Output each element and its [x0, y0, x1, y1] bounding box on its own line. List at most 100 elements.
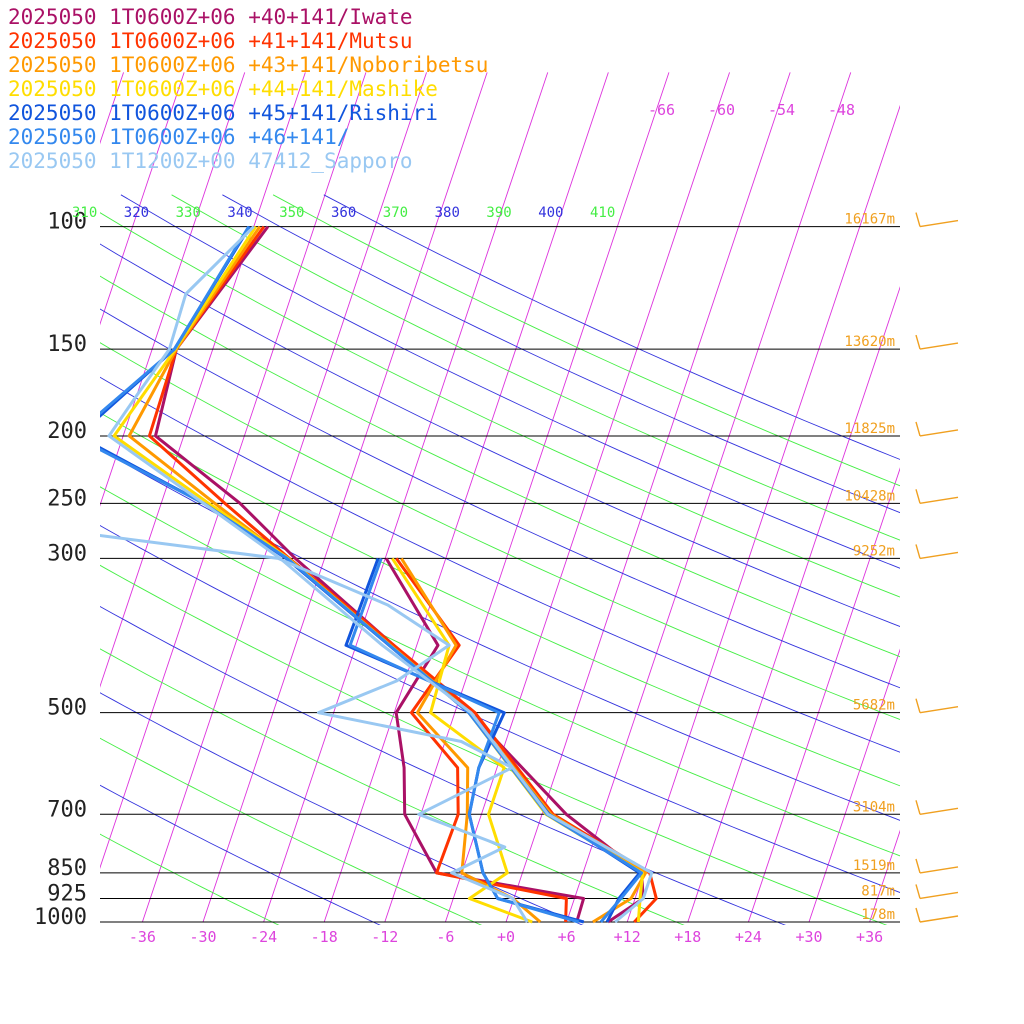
wind-barb	[919, 705, 959, 714]
dewpoint-line	[348, 557, 580, 924]
x-tick-label: +18	[674, 928, 701, 946]
theta-label: 390	[486, 205, 511, 221]
wind-barbs	[915, 212, 959, 923]
wind-barb-flag	[915, 800, 921, 815]
isotherm-line	[141, 72, 427, 923]
sounding-profiles	[100, 225, 658, 924]
x-tick-label: -24	[250, 928, 277, 946]
wind-barb-flag	[915, 212, 921, 227]
theta-label: 360	[331, 205, 356, 221]
x-tick-label: +30	[795, 928, 822, 946]
temperature-line	[112, 225, 645, 923]
pressure-label: 300	[47, 541, 87, 566]
temperature-line	[100, 225, 644, 923]
dry-adiabat	[100, 486, 900, 857]
dewpoint-line	[391, 557, 533, 924]
adiabat-blue	[100, 376, 900, 753]
isotherm-line	[687, 286, 900, 923]
pressure-label: 200	[47, 419, 87, 444]
wind-barb	[919, 807, 959, 815]
isotherm-line	[808, 648, 900, 923]
height-label: 16167m	[844, 212, 895, 228]
wind-barb-flag	[915, 421, 921, 437]
x-tick-label: -36	[129, 928, 156, 946]
isotherm-top-label: -66	[648, 101, 675, 119]
wind-barb	[919, 429, 959, 437]
wind-barb	[919, 891, 959, 900]
pressure-label: 850	[47, 856, 87, 881]
adiabat-blue	[100, 308, 900, 689]
x-tick-label: -6	[436, 928, 454, 946]
adiabat-blue	[100, 605, 787, 925]
dry-adiabat	[272, 194, 900, 487]
isotherm-line	[0, 72, 2, 922]
height-label: 5682m	[853, 698, 895, 714]
dewpoint-line	[384, 557, 586, 923]
pressure-label: 500	[47, 696, 87, 721]
wind-barb	[919, 866, 959, 874]
pressure-label: 250	[47, 486, 87, 511]
height-label: 1519m	[853, 858, 895, 874]
adiabat-blue	[222, 194, 900, 514]
temperature-line	[147, 225, 658, 924]
x-tick-label: +12	[614, 928, 641, 946]
isotherm-top-label: -60	[708, 101, 735, 119]
isotherm-line	[263, 72, 549, 923]
adiabat-blue	[100, 448, 900, 821]
x-tick-label: -30	[189, 928, 216, 946]
height-label: 817m	[861, 883, 895, 899]
dry-adiabat	[100, 275, 900, 658]
wind-barb	[919, 915, 959, 923]
dry-adiabat	[100, 648, 685, 925]
theta-label: 350	[279, 205, 304, 221]
dry-adiabat	[100, 412, 900, 787]
pressure-label: 700	[47, 797, 87, 822]
isotherm-line	[100, 72, 185, 326]
wind-barb-flag	[915, 884, 921, 899]
legend-entry: 2025050 1T0600Z+06 +45+141/Rishiri	[8, 101, 438, 125]
legend-entry: 2025050 1T0600Z+06 +41+141/Mutsu	[8, 29, 413, 53]
x-tick-label: +0	[497, 928, 515, 946]
dry-adiabat	[100, 833, 280, 925]
pressure-label: 925	[47, 881, 87, 906]
theta-label: 410	[590, 205, 615, 221]
theta-label: 340	[227, 205, 252, 221]
legend-entry: 2025050 1T0600Z+06 +44+141/Mashike	[8, 77, 438, 101]
isotherm-line	[100, 72, 246, 507]
theta-label: 400	[538, 205, 563, 221]
adiabat-blue	[323, 194, 900, 460]
isotherm-line	[626, 104, 900, 923]
isobars	[100, 226, 900, 923]
pressure-label: 150	[47, 332, 87, 357]
wind-barb	[919, 219, 959, 228]
axis-labels: 100 16167m 150 13620m 200 11825m 250 10428m 300 9…	[34, 101, 895, 946]
isotherm-line	[566, 72, 852, 923]
dry-adiabat	[100, 342, 900, 721]
x-tick-label: +24	[735, 928, 762, 946]
x-tick-label: -18	[311, 928, 338, 946]
x-tick-label: -12	[371, 928, 398, 946]
isotherm-line	[323, 72, 609, 923]
temperature-line	[154, 225, 645, 924]
pressure-label: 1000	[34, 905, 87, 930]
theta-label: 310	[72, 205, 97, 221]
isotherm-line	[384, 72, 670, 923]
theta-label: 320	[124, 205, 149, 221]
height-label: 9252m	[853, 543, 895, 559]
dry-adiabat	[100, 564, 888, 925]
theta-label: 380	[435, 205, 460, 221]
isotherm-line	[444, 72, 730, 923]
wind-barb	[919, 496, 959, 505]
legend-entry: 2025050 1T0600Z+06 +46+141/	[8, 125, 349, 149]
adiabat-blue	[100, 692, 584, 925]
wind-barb-flag	[915, 698, 921, 713]
wind-barb-flag	[915, 858, 921, 874]
height-label: 11825m	[844, 421, 895, 437]
wind-barb	[919, 342, 959, 350]
isotherm-line	[202, 72, 488, 923]
dry-adiabat	[100, 212, 900, 598]
theta-label: 370	[383, 205, 408, 221]
x-tick-label: +6	[558, 928, 576, 946]
legend-entry: 2025050 1T0600Z+06 +43+141/Noboribetsu	[8, 53, 488, 77]
